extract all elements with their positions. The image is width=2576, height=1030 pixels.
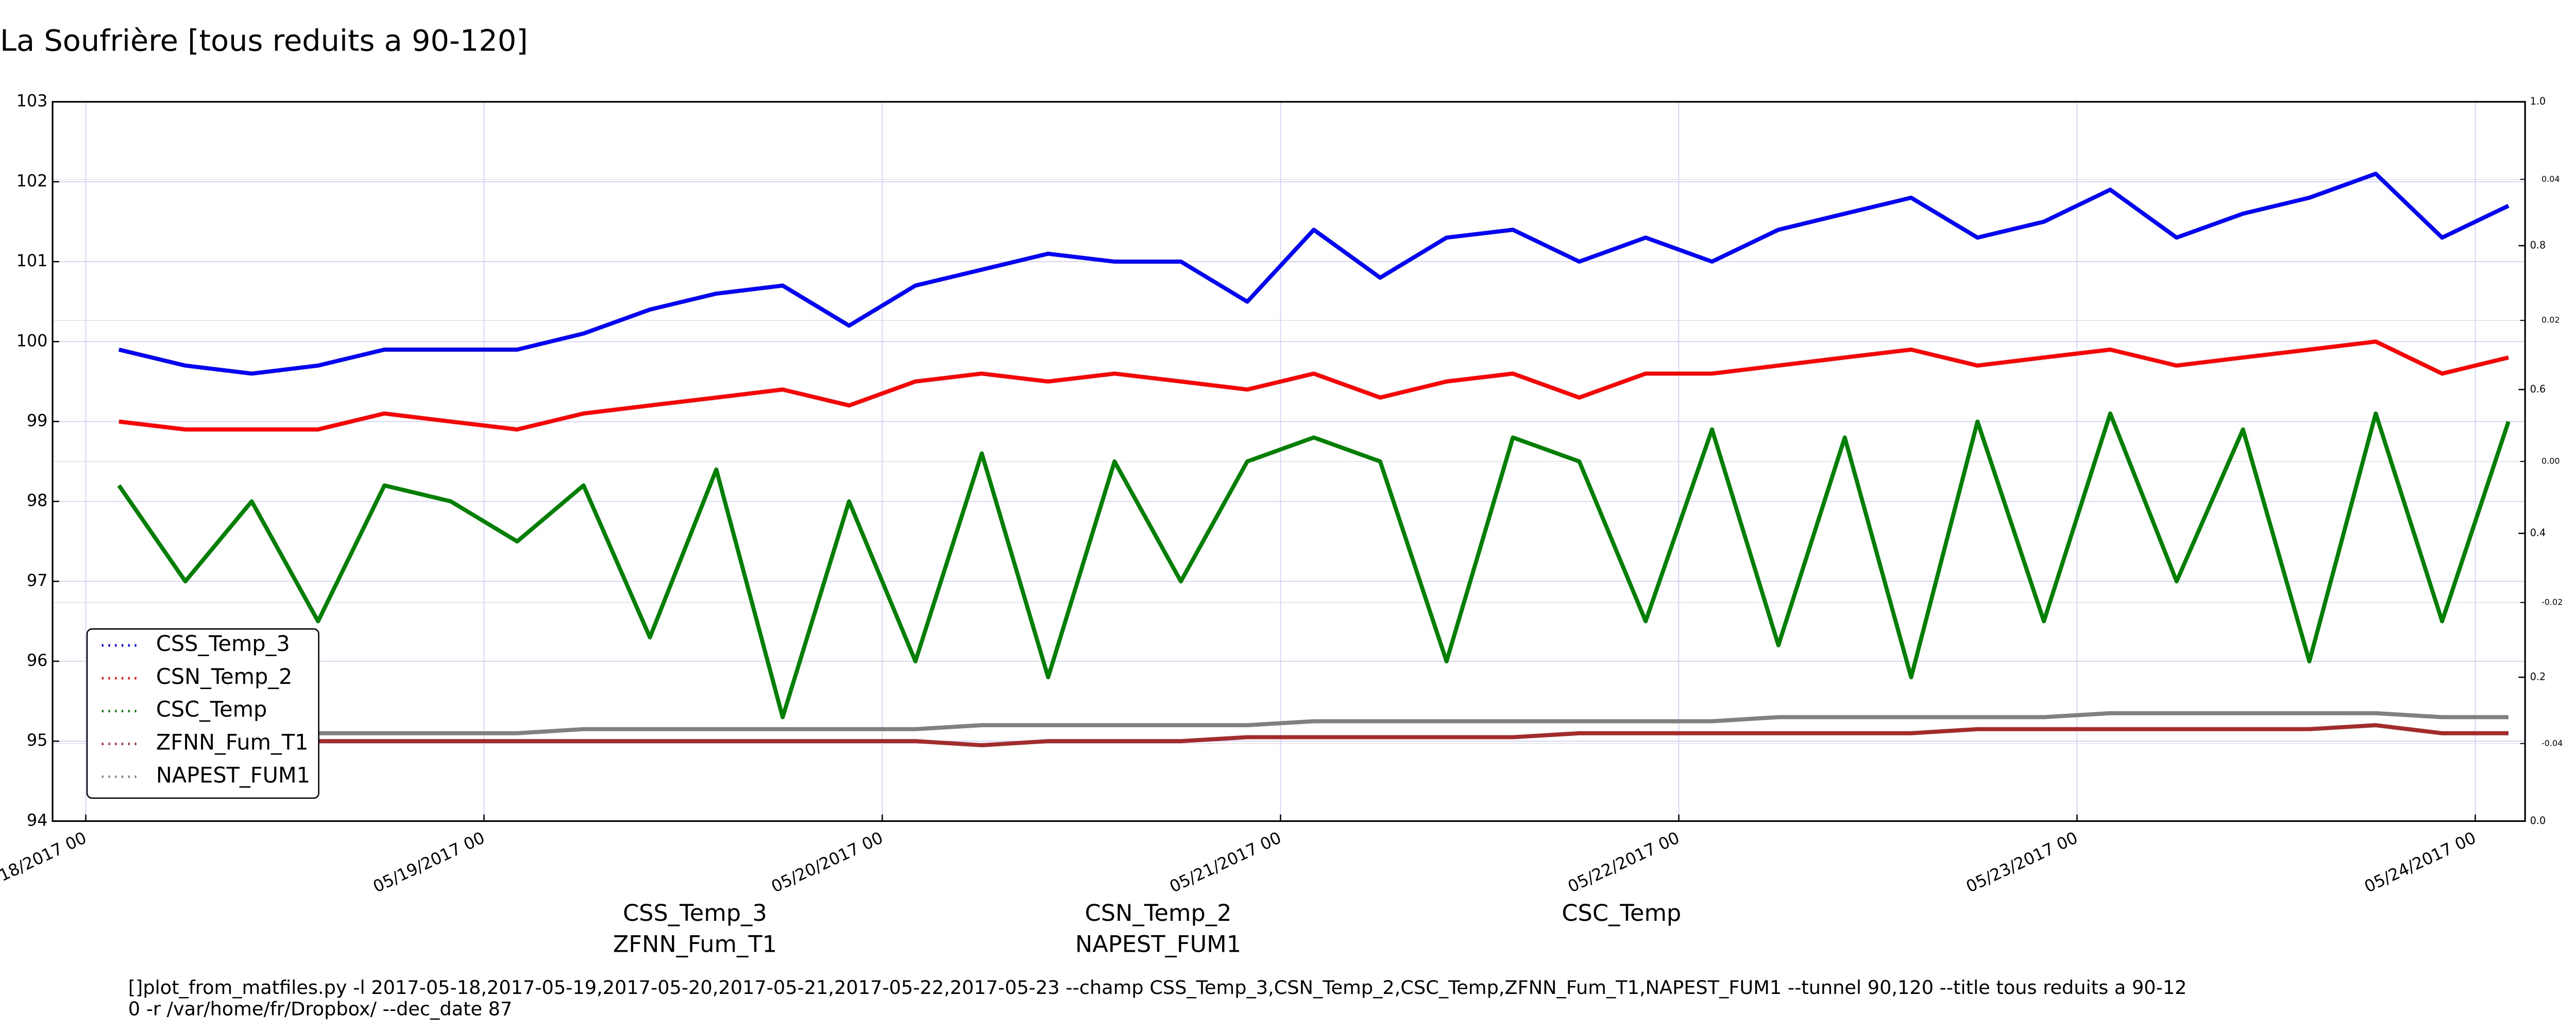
series-line <box>118 711 2509 735</box>
legend-label: ZFNN_Fum_T1 <box>156 730 309 755</box>
legend-box <box>86 628 319 799</box>
y-tick-label: 102 <box>16 171 48 191</box>
x-tick-label: 05/18/2017 00 <box>0 828 90 897</box>
series-label: CSN_Temp_2 <box>1085 900 1232 926</box>
series-line <box>117 411 2511 719</box>
footer-line: 0 -r /var/home/fr/Dropbox/ --dec_date 87 <box>128 998 513 1020</box>
y-tick-label: 98 <box>27 491 48 510</box>
y-tick-label: 96 <box>27 650 48 670</box>
series-label: NAPEST_FUM1 <box>1075 931 1241 958</box>
y3-tick-label: 0.04 <box>2541 174 2560 184</box>
series-line <box>118 339 2509 432</box>
series-line <box>118 723 2509 748</box>
plot-frame <box>52 101 2526 822</box>
x-tick-label: 05/21/2017 00 <box>1166 828 1284 897</box>
y-tick-label: 100 <box>16 331 48 350</box>
y-tick-label: 94 <box>27 810 48 830</box>
chart-title: La Soufrière [tous reduits a 90-120] <box>0 24 528 58</box>
series-label: ZFNN_Fum_T1 <box>613 931 777 958</box>
y-tick-label: 103 <box>16 91 48 111</box>
y3-tick-label: -0.02 <box>2541 597 2563 607</box>
legend-label: CSN_Temp_2 <box>156 664 292 689</box>
x-tick-label: 05/23/2017 00 <box>1963 828 2081 897</box>
series-line <box>118 171 2510 376</box>
series-label: CSS_Temp_3 <box>623 900 767 926</box>
y2-tick-label: 1.0 <box>2530 95 2546 107</box>
y2-tick-label: 0.0 <box>2530 815 2546 827</box>
y2-tick-label: 0.8 <box>2530 239 2546 251</box>
y-tick-label: 101 <box>16 251 48 270</box>
legend-label: NAPEST_FUM1 <box>156 763 310 787</box>
y-tick-label: 99 <box>27 410 48 430</box>
x-tick-label: 05/19/2017 00 <box>370 828 488 897</box>
x-tick-label: 05/22/2017 00 <box>1565 828 1683 897</box>
footer-line: []plot_from_matfiles.py -l 2017-05-18,20… <box>128 976 2187 999</box>
x-tick-label: 05/24/2017 00 <box>2361 828 2479 897</box>
legend-label: CSS_Temp_3 <box>156 631 290 656</box>
legend-label: CSC_Temp <box>156 697 267 722</box>
x-tick-label: 05/20/2017 00 <box>768 828 886 897</box>
y3-tick-label: 0.00 <box>2541 456 2560 466</box>
y2-tick-label: 0.4 <box>2530 527 2546 539</box>
y2-tick-label: 0.2 <box>2530 671 2546 683</box>
y3-tick-label: 0.02 <box>2541 315 2560 325</box>
y2-tick-label: 0.6 <box>2530 383 2546 395</box>
y3-tick-label: -0.04 <box>2541 738 2563 748</box>
legend: CSS_Temp_3 CSN_Temp_2 CSC_Temp ZFNN_Fum_T1 N… <box>86 628 319 799</box>
series-label: CSC_Temp <box>1562 900 1681 926</box>
y-tick-label: 97 <box>27 571 48 590</box>
y-tick-label: 95 <box>27 730 48 750</box>
